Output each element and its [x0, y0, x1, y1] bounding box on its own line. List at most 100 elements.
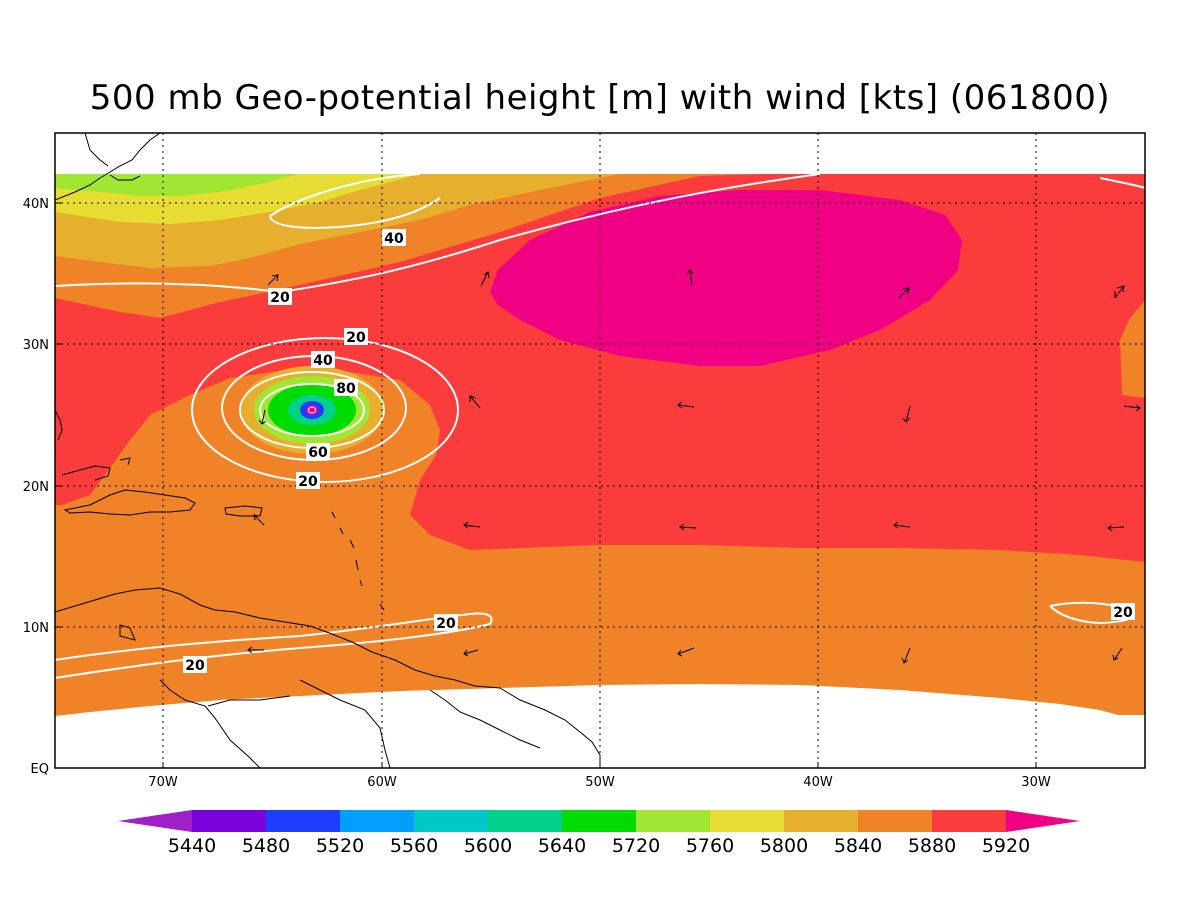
- svg-text:20: 20: [436, 616, 456, 632]
- svg-text:20: 20: [346, 330, 366, 346]
- wind-arrow: [679, 523, 697, 531]
- isotach-20-south: [55, 612, 493, 679]
- colorbar-cell: [932, 810, 1007, 832]
- lat-label-eq: EQ: [31, 762, 49, 777]
- colorbar: 5440 5480 5520 5560 5600 5640 5720 5760 5800 5840…: [118, 810, 1080, 857]
- colorbar-low-arrow: [118, 810, 192, 832]
- colorbar-label: 5640: [538, 835, 586, 857]
- colorbar-cell: [562, 810, 637, 832]
- axis-ticks: [55, 202, 1037, 768]
- map-title: 500 mb Geo-potential height [m] with win…: [89, 78, 1111, 118]
- isotach-40-north: [269, 173, 441, 229]
- svg-text:40: 40: [384, 231, 404, 247]
- colorbar-label: 5560: [390, 835, 438, 857]
- isotach-80-low: [259, 383, 365, 437]
- contour-label-20: 20: [183, 656, 207, 674]
- colorbar-label: 5480: [242, 835, 290, 857]
- coast-south-america: [55, 587, 601, 768]
- wind-arrow: [1114, 285, 1125, 299]
- wind-arrow: [469, 395, 481, 409]
- coast-puerto-rico: [224, 505, 263, 517]
- colorbar-cells: [192, 810, 1007, 832]
- wind-arrow: [1112, 647, 1123, 661]
- wind-arrow: [893, 521, 911, 529]
- height-field: 40 20 20 40 80 60 20 20 20 20: [55, 133, 1145, 768]
- colorbar-cell: [858, 810, 933, 832]
- coastlines: [55, 133, 601, 768]
- svg-text:20: 20: [298, 474, 318, 490]
- contour-label-20: 20: [268, 288, 292, 306]
- lon-label-60w: 60W: [367, 775, 397, 790]
- wind-arrow: [902, 405, 911, 423]
- colorbar-labels: 5440 5480 5520 5560 5600 5640 5720 5760 5800 5840…: [168, 835, 1030, 857]
- lat-label-10n: 10N: [23, 621, 49, 636]
- wind-arrow: [677, 401, 695, 409]
- colorbar-label: 5760: [686, 835, 734, 857]
- colorbar-label: 5880: [908, 835, 956, 857]
- colorbar-cell: [488, 810, 563, 832]
- grid-lines: [55, 133, 1145, 768]
- lon-label-50w: 50W: [585, 775, 615, 790]
- colorbar-label: 5800: [760, 835, 808, 857]
- colorbar-high-arrow: [1006, 810, 1080, 832]
- coast-florida: [55, 409, 63, 441]
- wind-arrow: [480, 271, 490, 287]
- wind-arrow: [1107, 524, 1125, 532]
- wind-arrow: [686, 269, 694, 287]
- svg-text:80: 80: [336, 381, 356, 397]
- svg-text:20: 20: [270, 290, 290, 306]
- colorbar-label: 5440: [168, 835, 216, 857]
- colorbar-cell: [414, 810, 489, 832]
- wind-arrow: [253, 514, 265, 526]
- ridge-5920-fill: [490, 190, 962, 366]
- wind-arrow: [677, 647, 695, 657]
- lat-label-20n: 20N: [23, 480, 49, 495]
- coast-lesser-antilles: [331, 511, 385, 611]
- colorbar-label: 5920: [982, 835, 1030, 857]
- coast-interior-borders: [159, 679, 541, 768]
- lon-label-40w: 40W: [803, 775, 833, 790]
- wind-arrows: [247, 269, 1141, 664]
- wind-arrow: [258, 409, 267, 425]
- contour-label-40: 40: [311, 351, 335, 369]
- colorbar-cell: [266, 810, 341, 832]
- contour-label-20: 20: [1111, 603, 1135, 621]
- colorbar-cell: [192, 810, 267, 832]
- coast-cuba: [61, 457, 131, 481]
- wind-arrow: [247, 646, 264, 654]
- isotach-20-low: [191, 337, 459, 483]
- colorbar-cell: [784, 810, 859, 832]
- colorbar-label: 5840: [834, 835, 882, 857]
- longitude-labels: 70W 60W 50W 40W 30W: [148, 775, 1051, 790]
- lon-label-30w: 30W: [1021, 775, 1051, 790]
- svg-text:40: 40: [313, 353, 333, 369]
- band-5720-fill: [55, 174, 300, 196]
- wind-arrow: [898, 287, 910, 299]
- low-core-ring: [308, 406, 316, 414]
- contour-label-20: 20: [344, 328, 368, 346]
- svg-text:60: 60: [308, 445, 328, 461]
- latitude-labels: 40N 30N 20N 10N EQ: [23, 197, 49, 777]
- contour-label-60: 60: [306, 443, 330, 461]
- wind-arrow: [1123, 404, 1141, 412]
- colorbar-label: 5520: [316, 835, 364, 857]
- contour-label-40: 40: [382, 229, 406, 247]
- svg-text:20: 20: [1113, 605, 1133, 621]
- coast-north-america: [55, 133, 161, 201]
- wind-arrow: [463, 521, 481, 529]
- wind-arrow: [463, 649, 479, 657]
- colorbar-cell: [340, 810, 415, 832]
- colorbar-label: 5600: [464, 835, 512, 857]
- contour-label-20: 20: [296, 472, 320, 490]
- wind-contour-labels: 40 20 20 40 80 60 20 20 20 20: [183, 229, 1135, 674]
- coast-hispaniola: [63, 489, 196, 516]
- colorbar-cell: [636, 810, 711, 832]
- svg-text:20: 20: [185, 658, 205, 674]
- wind-arrow: [267, 274, 279, 286]
- isotach-20-north: [55, 173, 1145, 294]
- contour-label-80: 80: [334, 379, 358, 397]
- wind-arrow: [901, 647, 911, 664]
- colorbar-cell: [710, 810, 785, 832]
- lon-label-70w: 70W: [148, 775, 178, 790]
